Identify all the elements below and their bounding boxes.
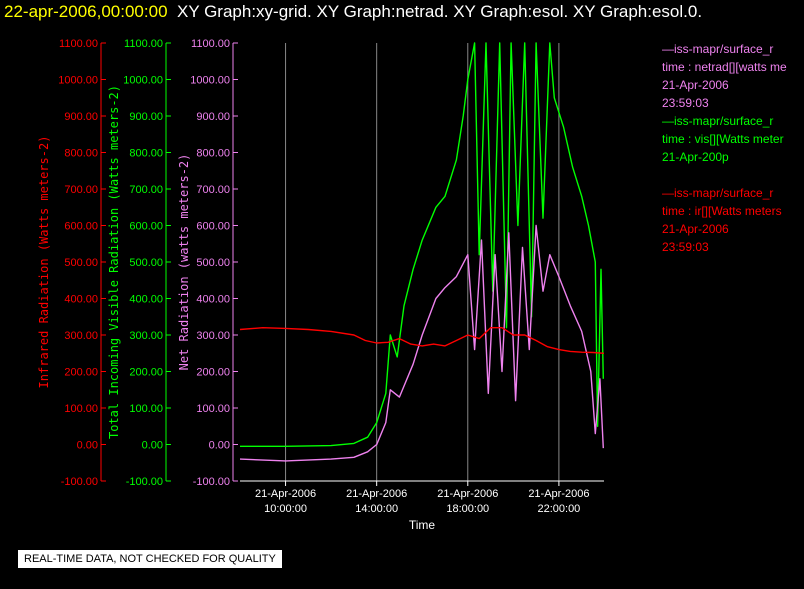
legend-source: —iss-mapr/surface_r (662, 42, 774, 56)
y-tick-label: 1100.00 (59, 38, 98, 50)
x-tick-date: 21-Apr-2006 (346, 488, 407, 500)
legend-time (662, 166, 804, 184)
x-axis-label: Time (409, 518, 436, 532)
y-tick-label: 800.00 (129, 148, 163, 160)
x-tick-time: 10:00:00 (264, 503, 307, 515)
y-tick-label: 400.00 (129, 294, 163, 306)
y-tick-label: 200.00 (196, 367, 230, 379)
legend-date: 21-Apr-2006 (662, 222, 729, 236)
y-tick-label: 800.00 (196, 148, 230, 160)
y-tick-label: 1000.00 (58, 75, 98, 87)
y-tick-label: 1000.00 (123, 75, 163, 87)
y-axis-label: Total Incoming Visible Radiation (Watts … (107, 85, 121, 439)
legend-field: time : vis[][Watts meter (662, 132, 784, 146)
y-tick-label: 600.00 (64, 221, 98, 233)
series-netrad-line (239, 224, 604, 462)
y-tick-label: 0.00 (77, 440, 98, 452)
x-tick-date: 21-Apr-2006 (255, 488, 316, 500)
legend-time: 23:59:03 (662, 240, 709, 254)
y-tick-label: 900.00 (129, 111, 163, 123)
x-tick-date: 21-Apr-2006 (437, 488, 498, 500)
legend-date: 21-Apr-2006 (662, 78, 729, 92)
y-tick-label: 700.00 (196, 184, 230, 196)
y-tick-label: 100.00 (129, 403, 163, 415)
x-tick-time: 14:00:00 (355, 503, 398, 515)
quality-note: REAL-TIME DATA, NOT CHECKED FOR QUALITY (18, 550, 282, 568)
legend-source: —iss-mapr/surface_r (662, 114, 774, 128)
y-tick-label: 500.00 (129, 257, 163, 269)
y-tick-label: 900.00 (196, 111, 230, 123)
legend-field: time : netrad[][watts me (662, 60, 787, 74)
y-tick-label: 300.00 (64, 330, 98, 342)
y-tick-label: 200.00 (129, 367, 163, 379)
y-tick-label: 900.00 (64, 111, 98, 123)
y-axis-label: Infrared Radiation (Watts meters-2) (37, 136, 51, 389)
y-tick-label: 700.00 (129, 184, 163, 196)
legend-time: 23:59:03 (662, 96, 709, 110)
y-tick-label: 300.00 (196, 330, 230, 342)
timestamp: 22-apr-2006,00:00:00 (4, 2, 168, 21)
y-tick-label: 1100.00 (191, 38, 230, 50)
y-tick-label: -100.00 (193, 476, 230, 488)
x-tick-time: 18:00:00 (446, 503, 489, 515)
y-tick-label: 200.00 (64, 367, 98, 379)
y-tick-label: 100.00 (196, 403, 230, 415)
window-title: 22-apr-2006,00:00:00 XY Graph:xy-grid. X… (4, 2, 702, 22)
y-tick-label: 500.00 (196, 257, 230, 269)
legend-field: time : ir[][Watts meters (662, 204, 782, 218)
y-axis-label: Net Radiation (watts meters-2) (177, 154, 191, 371)
y-tick-label: 600.00 (129, 221, 163, 233)
y-tick-label: 800.00 (64, 148, 98, 160)
series-vis-line (240, 42, 604, 447)
y-tick-label: 600.00 (196, 221, 230, 233)
y-tick-label: 400.00 (64, 294, 98, 306)
y-tick-label: 1000.00 (190, 75, 230, 87)
y-tick-label: 300.00 (129, 330, 163, 342)
y-tick-label: 0.00 (142, 440, 163, 452)
legend-source: —iss-mapr/surface_r (662, 186, 774, 200)
legend-date: 21-Apr-200p (662, 150, 729, 164)
y-tick-label: 1100.00 (124, 38, 163, 50)
y-tick-label: 0.00 (209, 440, 230, 452)
graph-list: XY Graph:xy-grid. XY Graph:netrad. XY Gr… (176, 2, 703, 21)
y-tick-label: -100.00 (61, 476, 98, 488)
y-tick-label: 500.00 (64, 257, 98, 269)
y-tick-label: 400.00 (196, 294, 230, 306)
series-ir-line (239, 327, 605, 354)
x-tick-date: 21-Apr-2006 (528, 488, 589, 500)
y-tick-label: 700.00 (64, 184, 98, 196)
y-tick-label: -100.00 (126, 476, 163, 488)
y-tick-label: 100.00 (64, 403, 98, 415)
x-tick-time: 22:00:00 (537, 503, 580, 515)
